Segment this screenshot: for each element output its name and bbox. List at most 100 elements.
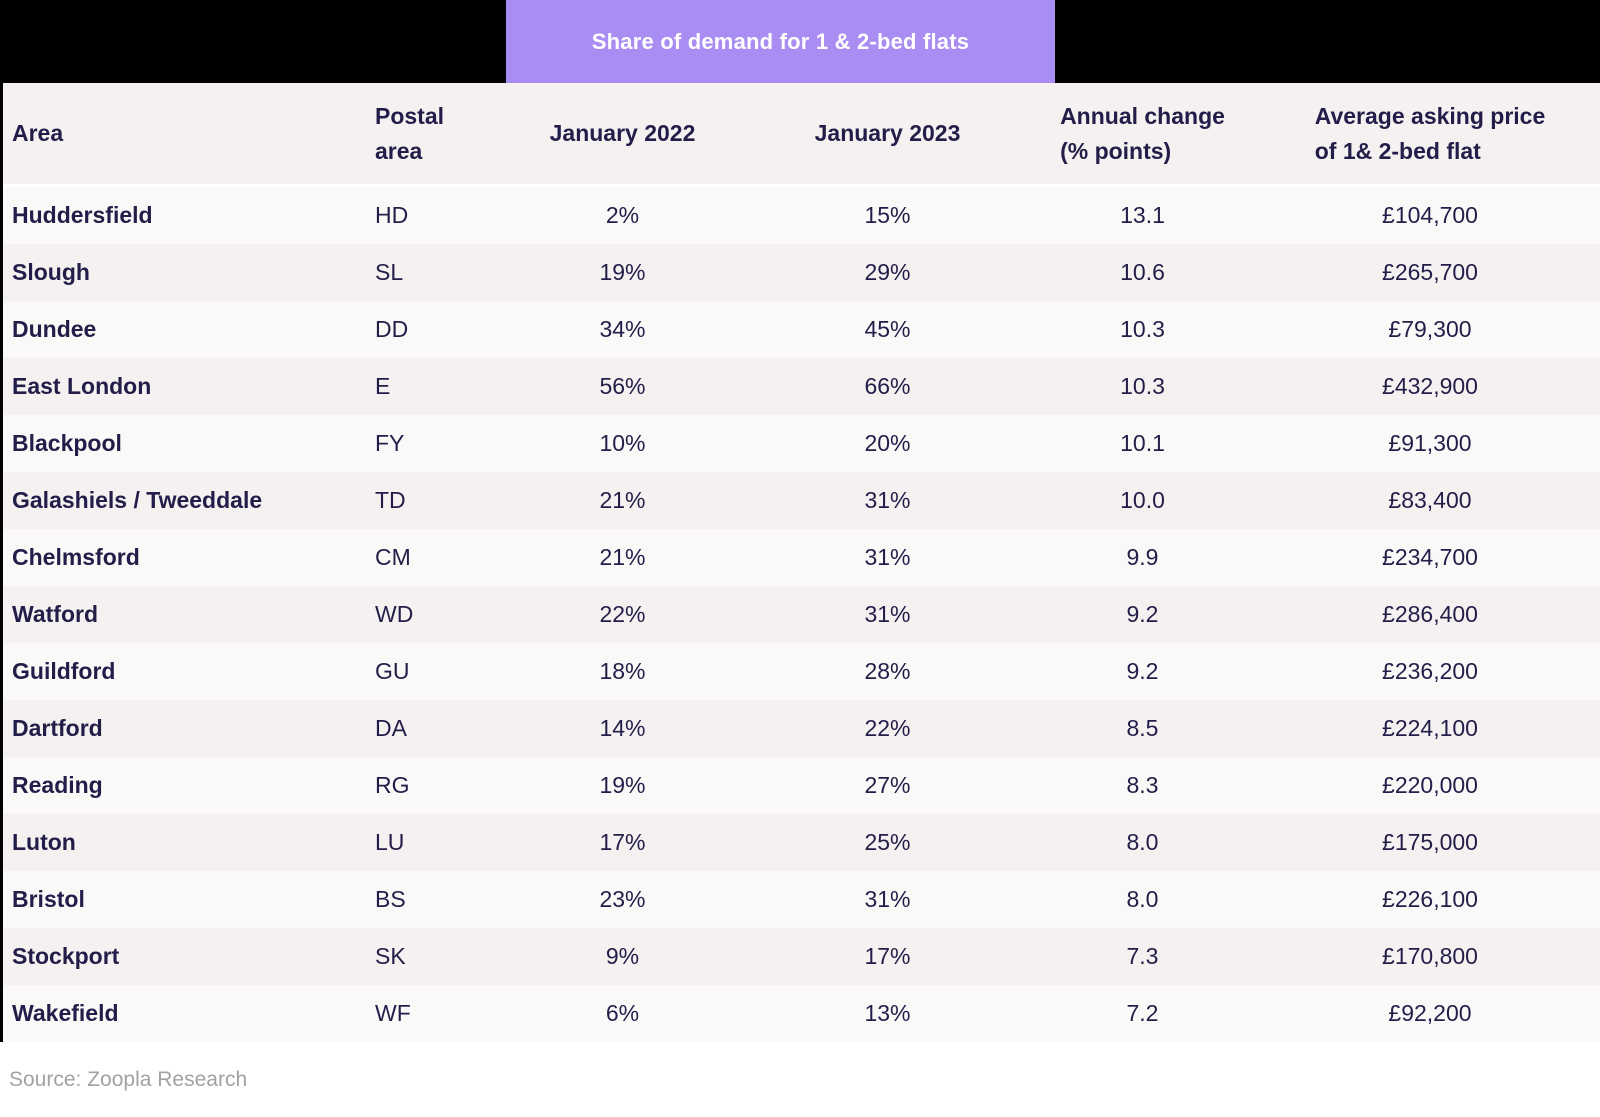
cell-postal-area: LU: [375, 814, 495, 871]
cell-area: Dartford: [3, 700, 375, 757]
column-header-area: Area: [3, 83, 375, 187]
cell-avg-price: £104,700: [1260, 187, 1600, 244]
cell-postal-area: FY: [375, 415, 495, 472]
table-row: Dundee DD 34% 45% 10.3 £79,300: [3, 301, 1600, 358]
table-row: Wakefield WF 6% 13% 7.2 £92,200: [3, 985, 1600, 1042]
demand-table-wrap: Area Postal area January 2022 January 20…: [0, 83, 1600, 1042]
cell-area: Dundee: [3, 301, 375, 358]
cell-jan-2023: 25%: [750, 814, 1025, 871]
cell-area: Reading: [3, 757, 375, 814]
cell-avg-price: £175,000: [1260, 814, 1600, 871]
cell-jan-2022: 10%: [495, 415, 750, 472]
source-note: Source: Zoopla Research: [9, 1068, 248, 1091]
cell-annual-change: 9.9: [1025, 529, 1260, 586]
cell-jan-2023: 27%: [750, 757, 1025, 814]
table-row: Bristol BS 23% 31% 8.0 £226,100: [3, 871, 1600, 928]
cell-annual-change: 10.6: [1025, 244, 1260, 301]
cell-annual-change: 10.1: [1025, 415, 1260, 472]
cell-annual-change: 10.3: [1025, 358, 1260, 415]
cell-annual-change: 8.5: [1025, 700, 1260, 757]
demand-table: Area Postal area January 2022 January 20…: [3, 83, 1600, 1042]
cell-jan-2023: 15%: [750, 187, 1025, 244]
cell-postal-area: RG: [375, 757, 495, 814]
cell-avg-price: £170,800: [1260, 928, 1600, 985]
chart-title-badge: Share of demand for 1 & 2-bed flats: [506, 0, 1055, 83]
cell-annual-change: 10.0: [1025, 472, 1260, 529]
cell-area: Chelmsford: [3, 529, 375, 586]
table-row: Blackpool FY 10% 20% 10.1 £91,300: [3, 415, 1600, 472]
cell-area: Stockport: [3, 928, 375, 985]
cell-jan-2022: 18%: [495, 643, 750, 700]
cell-annual-change: 8.3: [1025, 757, 1260, 814]
cell-jan-2023: 20%: [750, 415, 1025, 472]
cell-jan-2023: 31%: [750, 586, 1025, 643]
top-band: Share of demand for 1 & 2-bed flats: [0, 0, 1600, 83]
cell-postal-area: SL: [375, 244, 495, 301]
cell-jan-2022: 21%: [495, 472, 750, 529]
table-row: Reading RG 19% 27% 8.3 £220,000: [3, 757, 1600, 814]
cell-jan-2023: 31%: [750, 529, 1025, 586]
cell-jan-2022: 23%: [495, 871, 750, 928]
cell-annual-change: 13.1: [1025, 187, 1260, 244]
cell-postal-area: GU: [375, 643, 495, 700]
table-row: East London E 56% 66% 10.3 £432,900: [3, 358, 1600, 415]
cell-avg-price: £224,100: [1260, 700, 1600, 757]
table-row: Chelmsford CM 21% 31% 9.9 £234,700: [3, 529, 1600, 586]
table-row: Huddersfield HD 2% 15% 13.1 £104,700: [3, 187, 1600, 244]
cell-postal-area: CM: [375, 529, 495, 586]
cell-jan-2022: 19%: [495, 244, 750, 301]
cell-jan-2023: 66%: [750, 358, 1025, 415]
table-row: Dartford DA 14% 22% 8.5 £224,100: [3, 700, 1600, 757]
column-header-postal-area: Postal area: [375, 83, 495, 187]
cell-postal-area: DD: [375, 301, 495, 358]
cell-postal-area: E: [375, 358, 495, 415]
cell-jan-2022: 56%: [495, 358, 750, 415]
cell-area: East London: [3, 358, 375, 415]
table-row: Guildford GU 18% 28% 9.2 £236,200: [3, 643, 1600, 700]
cell-avg-price: £265,700: [1260, 244, 1600, 301]
table-header: Area Postal area January 2022 January 20…: [3, 83, 1600, 187]
chart-title: Share of demand for 1 & 2-bed flats: [591, 28, 970, 54]
cell-area: Huddersfield: [3, 187, 375, 244]
cell-jan-2023: 17%: [750, 928, 1025, 985]
cell-annual-change: 9.2: [1025, 643, 1260, 700]
cell-jan-2022: 17%: [495, 814, 750, 871]
cell-jan-2023: 13%: [750, 985, 1025, 1042]
cell-annual-change: 7.2: [1025, 985, 1260, 1042]
cell-annual-change: 8.0: [1025, 871, 1260, 928]
cell-area: Wakefield: [3, 985, 375, 1042]
cell-area: Guildford: [3, 643, 375, 700]
cell-postal-area: SK: [375, 928, 495, 985]
table-row: Slough SL 19% 29% 10.6 £265,700: [3, 244, 1600, 301]
table-body: Huddersfield HD 2% 15% 13.1 £104,700 Slough SL 1…: [3, 187, 1600, 1042]
cell-postal-area: TD: [375, 472, 495, 529]
cell-jan-2022: 14%: [495, 700, 750, 757]
cell-avg-price: £79,300: [1260, 301, 1600, 358]
cell-avg-price: £220,000: [1260, 757, 1600, 814]
cell-avg-price: £432,900: [1260, 358, 1600, 415]
cell-area: Watford: [3, 586, 375, 643]
cell-avg-price: £226,100: [1260, 871, 1600, 928]
cell-jan-2023: 31%: [750, 871, 1025, 928]
column-header-avg-asking-price: Average asking price of 1& 2-bed flat: [1260, 83, 1600, 187]
cell-avg-price: £92,200: [1260, 985, 1600, 1042]
cell-jan-2022: 34%: [495, 301, 750, 358]
cell-jan-2022: 22%: [495, 586, 750, 643]
column-header-january-2023: January 2023: [750, 83, 1025, 187]
cell-postal-area: BS: [375, 871, 495, 928]
cell-jan-2023: 22%: [750, 700, 1025, 757]
header-row: Area Postal area January 2022 January 20…: [3, 83, 1600, 187]
cell-jan-2022: 2%: [495, 187, 750, 244]
column-header-annual-change: Annual change (% points): [1025, 83, 1260, 187]
cell-jan-2023: 31%: [750, 472, 1025, 529]
cell-jan-2022: 6%: [495, 985, 750, 1042]
cell-area: Luton: [3, 814, 375, 871]
cell-postal-area: HD: [375, 187, 495, 244]
cell-area: Slough: [3, 244, 375, 301]
cell-jan-2022: 9%: [495, 928, 750, 985]
cell-postal-area: WF: [375, 985, 495, 1042]
table-row: Watford WD 22% 31% 9.2 £286,400: [3, 586, 1600, 643]
cell-postal-area: WD: [375, 586, 495, 643]
cell-jan-2023: 29%: [750, 244, 1025, 301]
cell-annual-change: 8.0: [1025, 814, 1260, 871]
